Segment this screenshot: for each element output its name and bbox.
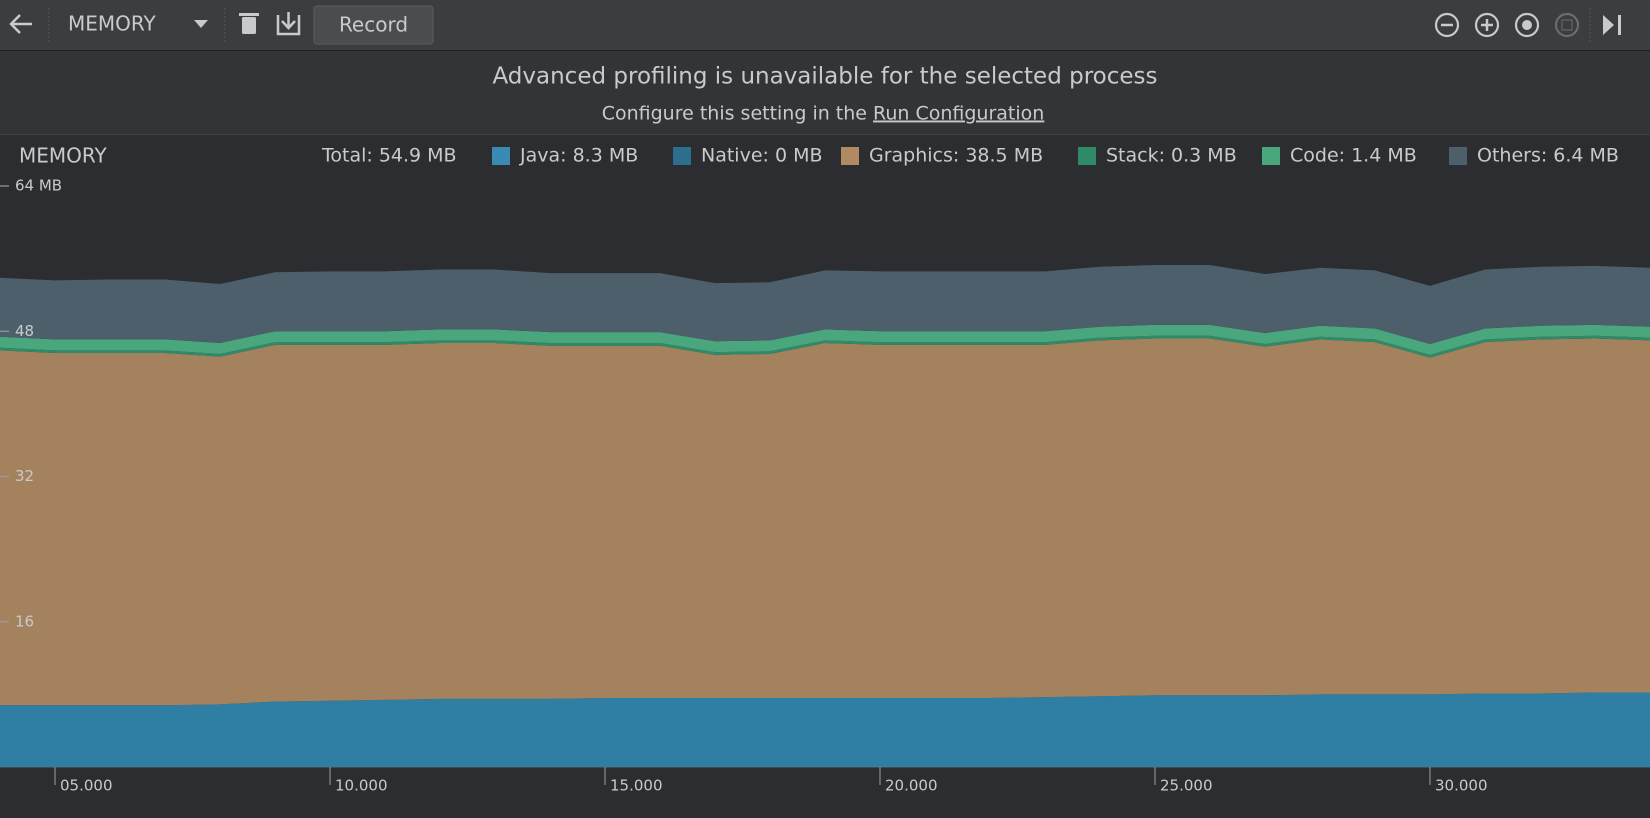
record-label[interactable]: Record <box>339 13 408 37</box>
banner-text: Configure this setting in the <box>602 103 867 125</box>
x-tick-label: 10.000 <box>335 777 388 795</box>
banner-title: Advanced profiling is unavailable for th… <box>492 64 1157 90</box>
plot <box>0 176 1650 767</box>
y-tick-label: 16 <box>15 612 34 630</box>
legend-label: Native: 0 MB <box>701 145 823 167</box>
legend-label: Others: 6.4 MB <box>1477 145 1619 167</box>
legend-swatch <box>1078 147 1096 165</box>
zoom-to-selection-button <box>1554 12 1580 38</box>
legend-swatch <box>673 147 691 165</box>
process-selector[interactable]: MEMORY <box>68 12 157 36</box>
toolbar <box>0 0 1650 50</box>
banner <box>0 51 1650 134</box>
y-tick-label: 32 <box>15 467 34 485</box>
zoom-in-button[interactable] <box>1474 12 1500 38</box>
export-button[interactable] <box>276 12 301 36</box>
legend-label: Stack: 0.3 MB <box>1106 145 1237 167</box>
x-tick-label: 30.000 <box>1435 777 1488 795</box>
legend-label: Graphics: 38.5 MB <box>869 145 1043 167</box>
x-axis-bg <box>0 767 1650 818</box>
area <box>0 324 1650 355</box>
record-button[interactable] <box>313 5 434 45</box>
x-tick-label: 05.000 <box>60 777 113 795</box>
legend-swatch <box>841 147 859 165</box>
legend-swatch <box>1449 147 1467 165</box>
area <box>0 338 1650 706</box>
reset-zoom-button[interactable] <box>1514 12 1540 38</box>
legend-label: Code: 1.4 MB <box>1290 145 1417 167</box>
back-button[interactable] <box>9 14 32 34</box>
legend-swatch <box>1262 147 1280 165</box>
x-tick-label: 25.000 <box>1160 777 1213 795</box>
area <box>0 264 1650 344</box>
dropdown-arrow[interactable] <box>194 20 208 28</box>
x-tick-label: 20.000 <box>885 777 938 795</box>
area <box>0 692 1650 767</box>
delete-button[interactable] <box>239 13 259 34</box>
run-configuration-link[interactable]: Run Configuration <box>873 103 1044 125</box>
y-tick-label: 64 MB <box>15 177 62 195</box>
legend-swatch <box>492 147 510 165</box>
zoom-out-button[interactable] <box>1434 12 1460 38</box>
x-tick-label: 15.000 <box>610 777 663 795</box>
y-tick-label: 48 <box>15 322 34 340</box>
go-live-button[interactable] <box>1603 15 1621 35</box>
legend-label: Java: 8.3 MB <box>519 145 638 167</box>
legend-total: Total: 54.9 MB <box>321 145 457 167</box>
chart-title: MEMORY <box>19 144 108 168</box>
